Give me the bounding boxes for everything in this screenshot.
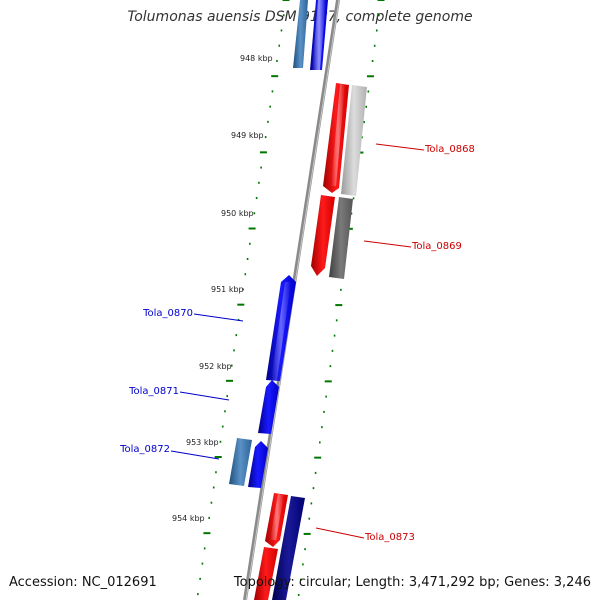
leader-tola-0869 — [363, 240, 412, 248]
kbp-label-953: 953 kbp — [186, 438, 219, 447]
gene-bar-tola-0869[interactable] — [329, 197, 353, 279]
gene-arrow-tola-0869[interactable] — [311, 195, 335, 276]
leader-tola-0868 — [375, 143, 425, 151]
gene-label-tola-0873[interactable]: Tola_0873 — [364, 532, 415, 543]
gene-features — [229, 0, 367, 600]
kbp-label-949: 949 kbp — [231, 131, 264, 140]
gene-bar-tola-0868[interactable] — [341, 85, 367, 196]
kbp-label-948: 948 kbp — [240, 54, 273, 63]
label-leaders — [170, 143, 425, 539]
kbp-label-954: 954 kbp — [172, 514, 205, 523]
gene-bar-tola-0873[interactable] — [272, 496, 305, 600]
kbp-label-951: 951 kbp — [211, 285, 244, 294]
gene-arrow-lower[interactable] — [254, 547, 278, 600]
gene-bar-tola-0872[interactable] — [229, 438, 252, 486]
gene-label-tola-0868[interactable]: Tola_0868 — [424, 144, 475, 155]
leader-tola-0871 — [179, 391, 230, 401]
gene-arrow-tola-0873-shine — [270, 494, 284, 540]
gene-arrow[interactable] — [293, 0, 308, 68]
gene-arrow-shine — [312, 0, 326, 70]
gene-label-tola-0870[interactable]: Tola_0870 — [142, 308, 193, 319]
gene-arrow-tola-0870-shine — [271, 282, 291, 380]
kbp-label-952: 952 kbp — [199, 362, 232, 371]
genome-summary-text: Topology: circular; Length: 3,471,292 bp… — [233, 575, 591, 590]
gene-labels: Tola_0868 Tola_0869 Tola_0870 Tola_0871 … — [119, 144, 475, 543]
leader-tola-0870 — [193, 313, 244, 322]
gene-arrow-tola-0871[interactable] — [258, 380, 279, 434]
gene-arrow-tola-0872[interactable] — [248, 441, 268, 488]
leader-tola-0872 — [170, 450, 220, 460]
gene-label-tola-0872[interactable]: Tola_0872 — [119, 444, 170, 455]
leader-tola-0873 — [315, 527, 365, 539]
accession-text: Accession: NC_012691 — [9, 575, 157, 590]
kbp-label-950: 950 kbp — [221, 209, 254, 218]
gene-label-tola-0869[interactable]: Tola_0869 — [411, 241, 462, 252]
position-labels: 948 kbp 949 kbp 950 kbp 951 kbp 952 kbp … — [172, 54, 273, 523]
gene-label-tola-0871[interactable]: Tola_0871 — [128, 386, 179, 397]
inner-tick-track — [197, 0, 290, 596]
gene-arrow-tola-0868-shine — [331, 84, 345, 186]
